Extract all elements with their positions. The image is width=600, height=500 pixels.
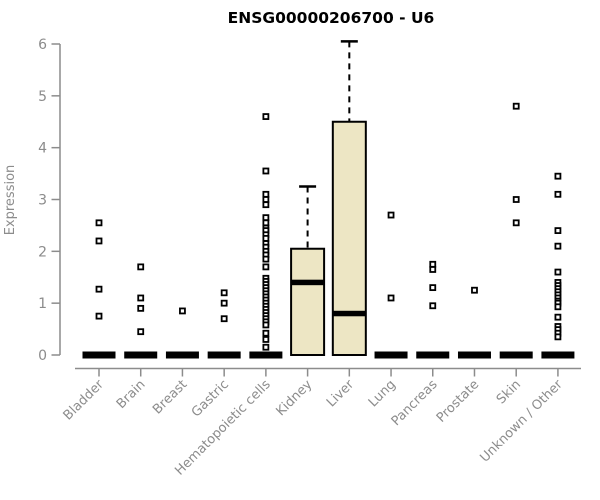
- outlier-point: [554, 268, 562, 276]
- outlier-point: [262, 219, 270, 227]
- outlier-point: [262, 167, 270, 175]
- outlier-point: [262, 214, 270, 222]
- outlier-point: [429, 260, 437, 268]
- x-tick-label: Unknown / Other: [477, 377, 566, 466]
- outlier-point: [262, 255, 270, 263]
- x-tick-label: Liver: [324, 377, 358, 411]
- outlier-point: [262, 321, 270, 329]
- outlier-point: [262, 263, 270, 271]
- outlier-point: [95, 312, 103, 320]
- outlier-point: [429, 266, 437, 273]
- outlier-point: [262, 329, 270, 337]
- x-tick-label: Prostate: [434, 377, 482, 425]
- x-tick-label: Lung: [366, 377, 399, 410]
- outlier-point: [429, 302, 437, 310]
- y-tick-label: 6: [38, 37, 47, 53]
- collapsed-box: [165, 351, 199, 359]
- collapsed-box: [124, 351, 158, 359]
- outlier-point: [262, 343, 270, 351]
- x-tick-label: Kidney: [273, 377, 315, 419]
- collapsed-box: [374, 351, 408, 359]
- y-axis-label: Expression: [3, 165, 18, 236]
- outlier-point: [95, 219, 103, 227]
- outlier-point: [554, 172, 562, 180]
- outlier-point: [429, 284, 437, 292]
- y-tick-label: 5: [38, 89, 47, 105]
- outlier-point: [554, 190, 562, 198]
- y-tick-label: 1: [38, 296, 47, 312]
- x-tick-label: Pancreas: [389, 377, 441, 429]
- box: [331, 120, 367, 356]
- outlier-point: [137, 328, 145, 336]
- outlier-point: [262, 113, 270, 120]
- outlier-point: [179, 307, 186, 315]
- outlier-point: [137, 294, 145, 302]
- y-tick-label: 0: [38, 348, 47, 364]
- outlier-point: [95, 285, 103, 293]
- collapsed-box: [541, 351, 575, 359]
- outlier-point: [512, 196, 520, 203]
- collapsed-box: [499, 351, 533, 359]
- box: [290, 247, 326, 356]
- outlier-point: [554, 227, 562, 235]
- outlier-point: [262, 201, 270, 209]
- y-tick-label: 4: [38, 141, 47, 157]
- outlier-point: [554, 303, 562, 311]
- y-tick-label: 3: [38, 193, 47, 209]
- y-tick-label: 2: [38, 244, 47, 260]
- outlier-point: [554, 333, 562, 341]
- outlier-point: [387, 294, 395, 302]
- outlier-point: [220, 315, 228, 323]
- outlier-point: [137, 263, 145, 271]
- outlier-point: [262, 336, 270, 343]
- outlier-point: [137, 304, 145, 312]
- outlier-point: [554, 242, 562, 250]
- outlier-point: [512, 102, 520, 110]
- outlier-point: [471, 286, 478, 294]
- outlier-point: [262, 196, 270, 203]
- outlier-point: [220, 299, 228, 307]
- collapsed-box: [416, 351, 450, 359]
- outlier-point: [512, 219, 520, 227]
- outlier-point: [387, 211, 395, 219]
- outlier-point: [554, 313, 562, 321]
- collapsed-box: [207, 351, 241, 359]
- outlier-point: [95, 237, 103, 245]
- outlier-point: [262, 234, 270, 242]
- collapsed-box: [249, 351, 283, 359]
- collapsed-box: [82, 351, 116, 359]
- median-line: [332, 310, 366, 317]
- x-tick-label: Breast: [150, 377, 190, 417]
- x-tick-label: Bladder: [61, 377, 108, 424]
- x-tick-label: Skin: [494, 377, 524, 407]
- collapsed-box: [457, 351, 491, 359]
- outlier-point: [220, 289, 228, 297]
- outlier-point: [262, 190, 270, 198]
- median-line: [291, 279, 325, 286]
- x-tick-label: Brain: [114, 377, 149, 412]
- chart-title: ENSG00000206700 - U6: [228, 9, 435, 27]
